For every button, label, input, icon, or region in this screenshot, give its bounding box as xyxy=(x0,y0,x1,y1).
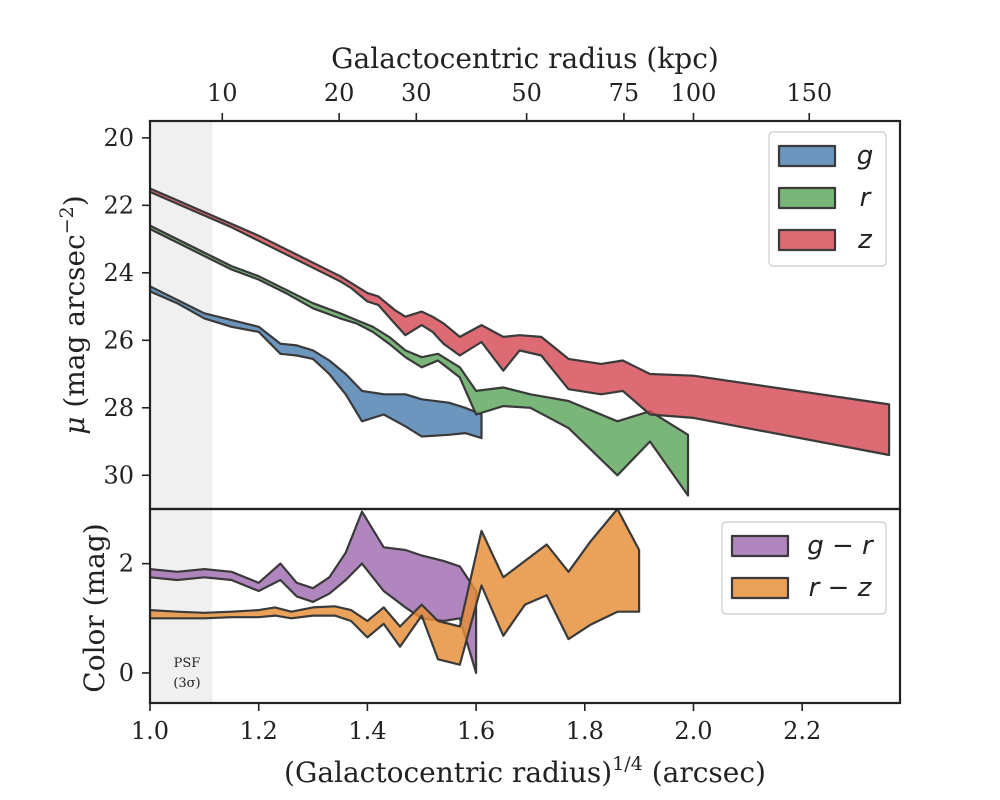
top-x-tick-label: 10 xyxy=(207,79,238,107)
top-y-tick-label: 22 xyxy=(103,191,134,219)
legend-swatch xyxy=(777,144,837,168)
legend-label: g − r xyxy=(807,531,875,561)
x-axis-label: (Galactocentric radius)1/4 (arcsec) xyxy=(284,753,766,789)
top-x-tick-label: 50 xyxy=(511,79,542,107)
bottom-y-axis-label: Color (mag) xyxy=(78,523,111,692)
top-y-tick-label: 20 xyxy=(103,124,134,152)
band-gr xyxy=(150,510,478,674)
top-y-axis-label: μ (mag arcsec−2) xyxy=(56,195,91,434)
bottom-y-tick-label: 2 xyxy=(119,550,134,578)
top-x-tick-label: 150 xyxy=(786,79,832,107)
top-y-tick-label: 30 xyxy=(103,461,134,489)
band-r xyxy=(150,224,690,497)
surface-brightness-bands xyxy=(150,187,891,497)
legend-swatch xyxy=(777,186,837,210)
x-tick-label: 1.2 xyxy=(240,717,278,745)
band-rz xyxy=(150,509,641,666)
top-y-tick-label: 28 xyxy=(103,394,134,422)
legend-label: z xyxy=(857,225,873,255)
band-z xyxy=(150,187,891,457)
legend-label: r − z xyxy=(809,573,873,603)
x-tick-label: 1.0 xyxy=(131,717,169,745)
top-x-tick-label: 100 xyxy=(671,79,717,107)
bottom-panel-frame xyxy=(148,507,902,705)
legend-label: g xyxy=(857,141,874,171)
legend-swatch xyxy=(730,534,790,558)
legend-label: r xyxy=(860,183,873,213)
axis-ticks: 1.0 1.2 1.4 1.6 1.8 2.0 2.210 20 30 50 75 100 150202… xyxy=(103,79,832,745)
color-bands xyxy=(150,509,641,674)
top-x-tick-label: 20 xyxy=(324,79,355,107)
top-x-tick-label: 75 xyxy=(609,79,640,107)
bottom-legend: g − r r − z xyxy=(721,521,887,615)
top-y-tick-label: 24 xyxy=(103,259,134,287)
band-g xyxy=(150,285,483,440)
top-legend: grz xyxy=(768,131,887,267)
psf-annotation-line2: (3σ) xyxy=(173,676,200,691)
x-tick-label: 1.8 xyxy=(566,717,604,745)
psf-shade-bottom xyxy=(150,509,213,703)
top-y-tick-label: 26 xyxy=(103,326,134,354)
x-tick-label: 1.6 xyxy=(457,717,495,745)
x-tick-label: 2.2 xyxy=(783,717,821,745)
bottom-y-tick-label: 0 xyxy=(119,659,134,687)
x-tick-label: 1.4 xyxy=(348,717,386,745)
top-x-axis-label: Galactocentric radius (kpc) xyxy=(331,42,719,75)
legend-swatch xyxy=(777,228,837,252)
x-tick-label: 2.0 xyxy=(674,717,712,745)
top-x-tick-label: 30 xyxy=(401,79,432,107)
legend-swatch xyxy=(730,576,790,600)
psf-annotation-line1: PSF xyxy=(174,656,201,671)
